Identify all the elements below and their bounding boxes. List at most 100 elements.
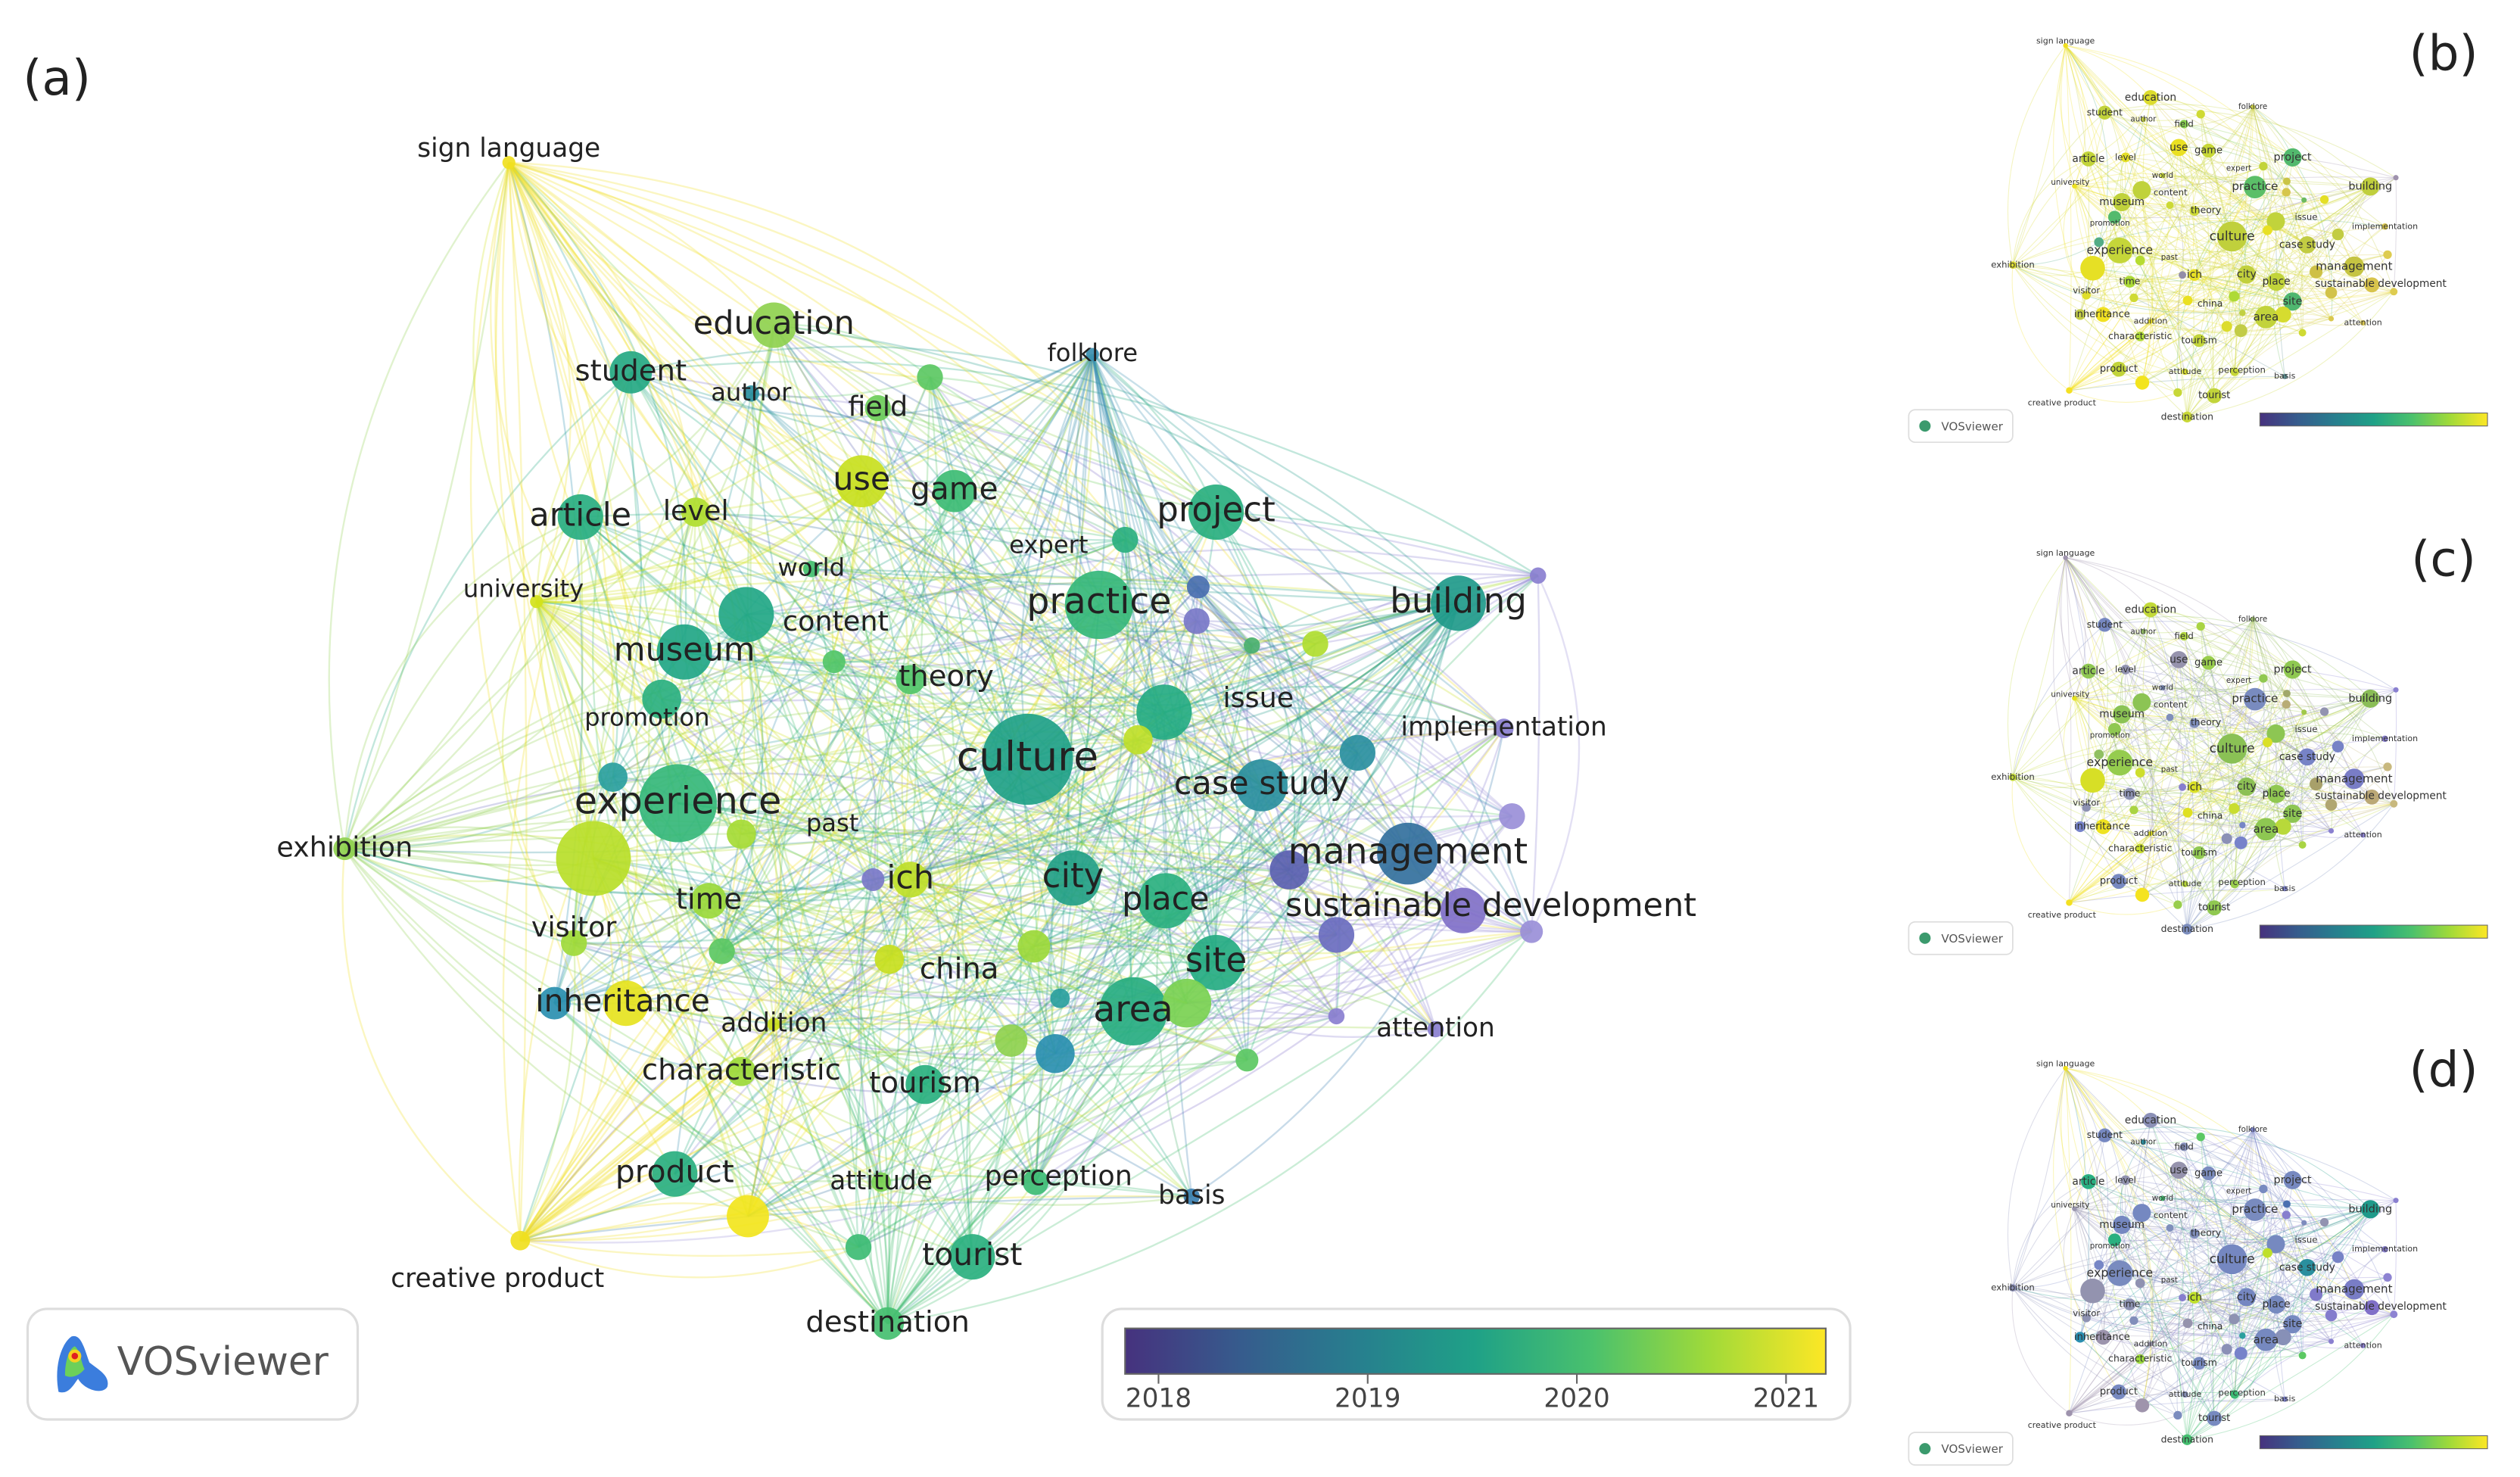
edge	[708, 899, 889, 1324]
node-label: student	[2087, 1130, 2123, 1140]
edge	[2150, 1120, 2235, 1395]
node-label: site	[2283, 295, 2303, 307]
edge	[2178, 147, 2268, 231]
edge	[535, 600, 1188, 1005]
node	[2259, 1184, 2268, 1194]
node-label: field	[2175, 118, 2194, 129]
edge	[579, 516, 1012, 1042]
edge	[1336, 815, 1513, 936]
edge	[2179, 659, 2263, 679]
node	[2310, 1288, 2323, 1301]
colorbar-gradient	[2259, 412, 2488, 427]
edge	[2065, 45, 2284, 315]
edge	[2162, 1198, 2332, 1342]
edge	[2187, 1339, 2266, 1441]
edge	[536, 354, 1093, 603]
edge	[508, 162, 663, 700]
node	[502, 156, 516, 170]
edge	[2129, 1304, 2215, 1419]
edge	[2120, 762, 2247, 787]
edge	[2063, 1208, 2087, 1319]
edge	[1186, 1002, 1436, 1039]
node	[2189, 206, 2200, 217]
edge	[2142, 842, 2241, 896]
node	[2360, 319, 2366, 326]
edge	[1050, 511, 1217, 1054]
edge	[2285, 192, 2317, 273]
node-label: addition	[721, 1008, 827, 1039]
edge	[2065, 45, 2072, 391]
colorbar-tick-label: 2019	[1335, 1384, 1400, 1414]
edge	[519, 604, 1100, 1242]
edge	[2286, 181, 2388, 255]
edge	[887, 930, 1533, 1325]
edge	[536, 600, 1029, 760]
node-label: case study	[2279, 1261, 2335, 1273]
edge	[2068, 1221, 2325, 1413]
node	[2282, 1200, 2291, 1208]
edge	[2142, 631, 2308, 758]
node	[2282, 373, 2288, 379]
edge	[746, 325, 883, 1183]
edge	[535, 601, 973, 1258]
edge	[2012, 158, 2089, 266]
node	[2229, 802, 2240, 815]
node	[2221, 833, 2232, 844]
edge	[2074, 1208, 2232, 1260]
edge	[2240, 1267, 2308, 1354]
edge	[2079, 314, 2179, 394]
edge	[2092, 780, 2293, 815]
edge	[2170, 204, 2308, 245]
edge	[678, 730, 1139, 805]
edge	[2176, 1209, 2256, 1416]
node-label: theory	[2191, 205, 2221, 216]
edge	[1530, 575, 1540, 932]
edge	[2292, 698, 2371, 815]
node	[2230, 879, 2239, 889]
edge	[2118, 229, 2268, 370]
edge	[2178, 1170, 2268, 1254]
node-label: perception	[984, 1159, 1132, 1192]
edge	[508, 162, 812, 570]
node	[2221, 321, 2232, 332]
edge	[2162, 175, 2184, 276]
node	[2094, 237, 2104, 248]
edge	[2184, 1146, 2293, 1181]
node-label: creative product	[2028, 910, 2097, 920]
edge	[2133, 106, 2254, 298]
edge	[2012, 241, 2100, 266]
edge	[2252, 107, 2294, 302]
node-label: issue	[2294, 724, 2317, 734]
edge	[2069, 186, 2256, 391]
edge	[592, 324, 775, 859]
edge	[2121, 201, 2200, 341]
edge	[536, 480, 863, 603]
edge	[344, 848, 882, 1183]
edge	[2065, 1067, 2394, 1315]
edge	[2125, 669, 2151, 834]
edge	[2069, 1209, 2256, 1414]
node-label: author	[711, 378, 792, 407]
node	[2074, 309, 2086, 320]
node-label: expert	[1009, 531, 1088, 559]
edge	[2151, 204, 2179, 393]
edge	[519, 877, 1074, 1242]
node	[2301, 1220, 2307, 1226]
edge	[2069, 786, 2247, 903]
edge	[2150, 833, 2303, 848]
edge	[2065, 45, 2151, 98]
edge	[2241, 1257, 2339, 1354]
edge	[2125, 157, 2338, 235]
edge	[2104, 624, 2293, 815]
node	[656, 624, 712, 680]
node	[510, 1230, 531, 1251]
edge	[536, 480, 863, 603]
node	[2364, 789, 2380, 805]
edge	[1163, 711, 1437, 1030]
node	[2282, 700, 2291, 709]
edge	[1163, 712, 1193, 1197]
node	[2182, 880, 2188, 887]
edge	[2226, 244, 2308, 327]
edge	[2212, 192, 2287, 396]
